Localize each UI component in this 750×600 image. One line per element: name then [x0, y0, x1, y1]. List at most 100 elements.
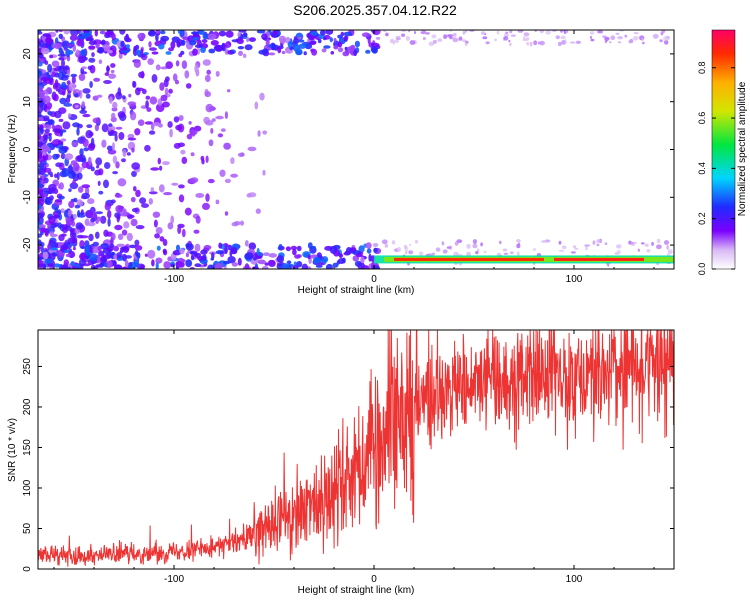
heatmap-cell — [61, 40, 70, 49]
x-tick-label: -100 — [164, 574, 184, 585]
heatmap-cell — [185, 243, 194, 251]
heatmap-cell — [112, 155, 118, 164]
heatmap-cell — [131, 207, 139, 213]
heatmap-cell — [108, 73, 116, 79]
heatmap-cell — [101, 39, 106, 45]
heatmap-cell — [83, 147, 90, 152]
heatmap-cell — [104, 202, 112, 211]
heatmap-cell — [66, 80, 71, 85]
heatmap-cell — [72, 213, 77, 220]
heatmap-cell — [87, 210, 94, 218]
heatmap-cell — [523, 32, 530, 37]
spectrogram-xlabel: Height of straight line (km) — [298, 285, 415, 296]
heatmap-cell — [194, 252, 202, 258]
heatmap-cell — [42, 95, 51, 104]
heatmap-cell — [264, 262, 269, 266]
heatmap-cell — [137, 119, 145, 126]
heatmap-cell — [617, 36, 623, 40]
heatmap-cell — [419, 251, 424, 256]
heatmap-cell — [64, 153, 74, 161]
heatmap-cell — [116, 254, 122, 259]
heatmap-cell — [533, 248, 536, 251]
heatmap-cell — [110, 69, 115, 74]
heatmap-cell — [160, 35, 170, 42]
heatmap-cell — [38, 212, 45, 219]
heatmap-cell — [330, 51, 335, 55]
heatmap-cell — [136, 49, 141, 53]
heatmap-cell — [371, 47, 378, 54]
heatmap-cell — [88, 57, 96, 63]
heatmap-cell — [122, 245, 130, 253]
heatmap-cell — [296, 245, 302, 252]
heatmap-cell — [205, 155, 209, 163]
heatmap-cell — [108, 96, 113, 104]
heatmap-cell — [525, 37, 530, 41]
heatmap-cell — [508, 39, 511, 43]
heatmap-cell — [98, 250, 105, 257]
heatmap-cell — [74, 104, 80, 109]
heatmap-cell — [130, 196, 136, 203]
heatmap-cell — [79, 235, 89, 239]
heatmap-cell — [366, 248, 372, 254]
heatmap-cell — [145, 100, 150, 109]
heatmap-cell — [370, 42, 380, 47]
heatmap-cell — [570, 251, 576, 254]
heatmap-cell — [115, 205, 124, 213]
heatmap-cell — [152, 211, 161, 218]
heatmap-cell — [134, 245, 143, 251]
heatmap-cell — [401, 33, 406, 37]
heatmap-cell — [178, 115, 184, 121]
heatmap-cell — [597, 30, 604, 34]
heatmap-cell — [179, 30, 185, 38]
heatmap-cell — [615, 32, 620, 35]
heatmap-cell — [167, 222, 174, 230]
heatmap-cell — [125, 44, 130, 49]
heatmap-cell — [395, 35, 401, 39]
heatmap-cell — [559, 30, 564, 33]
heatmap-cell — [244, 240, 249, 247]
heatmap-cell — [200, 249, 208, 255]
heatmap-cell — [56, 65, 65, 70]
heatmap-cell — [135, 189, 141, 198]
heatmap-cell — [76, 49, 80, 56]
heatmap-cell — [224, 178, 231, 184]
heatmap-cell — [167, 121, 173, 128]
heatmap-cell — [184, 70, 190, 79]
heatmap-cell — [189, 40, 197, 46]
heatmap-cell — [58, 30, 64, 33]
heatmap-cell — [70, 73, 78, 78]
heatmap-cell — [165, 61, 173, 69]
heatmap-cell — [155, 227, 163, 234]
colorbar-ticks: 0.0 0.2 0.4 0.6 0.8 — [697, 61, 735, 275]
heatmap-cell — [617, 41, 622, 44]
heatmap-cell — [133, 59, 141, 68]
heatmap-cell — [173, 142, 181, 149]
heatmap-cell — [227, 89, 231, 93]
heatmap-cell — [186, 133, 193, 140]
heatmap-cell — [96, 94, 103, 98]
heatmap-cell — [431, 34, 437, 39]
heatmap-cell — [322, 36, 327, 41]
heatmap-cell — [640, 242, 645, 245]
heatmap-cell — [58, 118, 64, 122]
heatmap-cell — [184, 207, 192, 216]
heatmap-cell — [44, 258, 53, 265]
heatmap-cell — [52, 222, 59, 228]
heatmap-cell — [137, 32, 146, 40]
heatmap-cell — [207, 178, 215, 184]
heatmap-cell — [125, 33, 129, 39]
heatmap-cell — [54, 173, 58, 179]
heatmap-cell — [47, 171, 53, 176]
heatmap-cell — [90, 137, 95, 147]
heatmap-cell — [185, 259, 193, 268]
heatmap-cell — [343, 251, 351, 256]
heatmap-cell — [111, 33, 116, 41]
heatmap-cell — [181, 228, 186, 238]
heatmap-cell — [404, 244, 407, 250]
heatmap-cell — [180, 50, 185, 56]
heatmap-cell — [104, 72, 110, 76]
heatmap-cell — [42, 251, 49, 260]
heatmap-cell — [628, 240, 632, 245]
heatmap-cell — [41, 47, 50, 55]
